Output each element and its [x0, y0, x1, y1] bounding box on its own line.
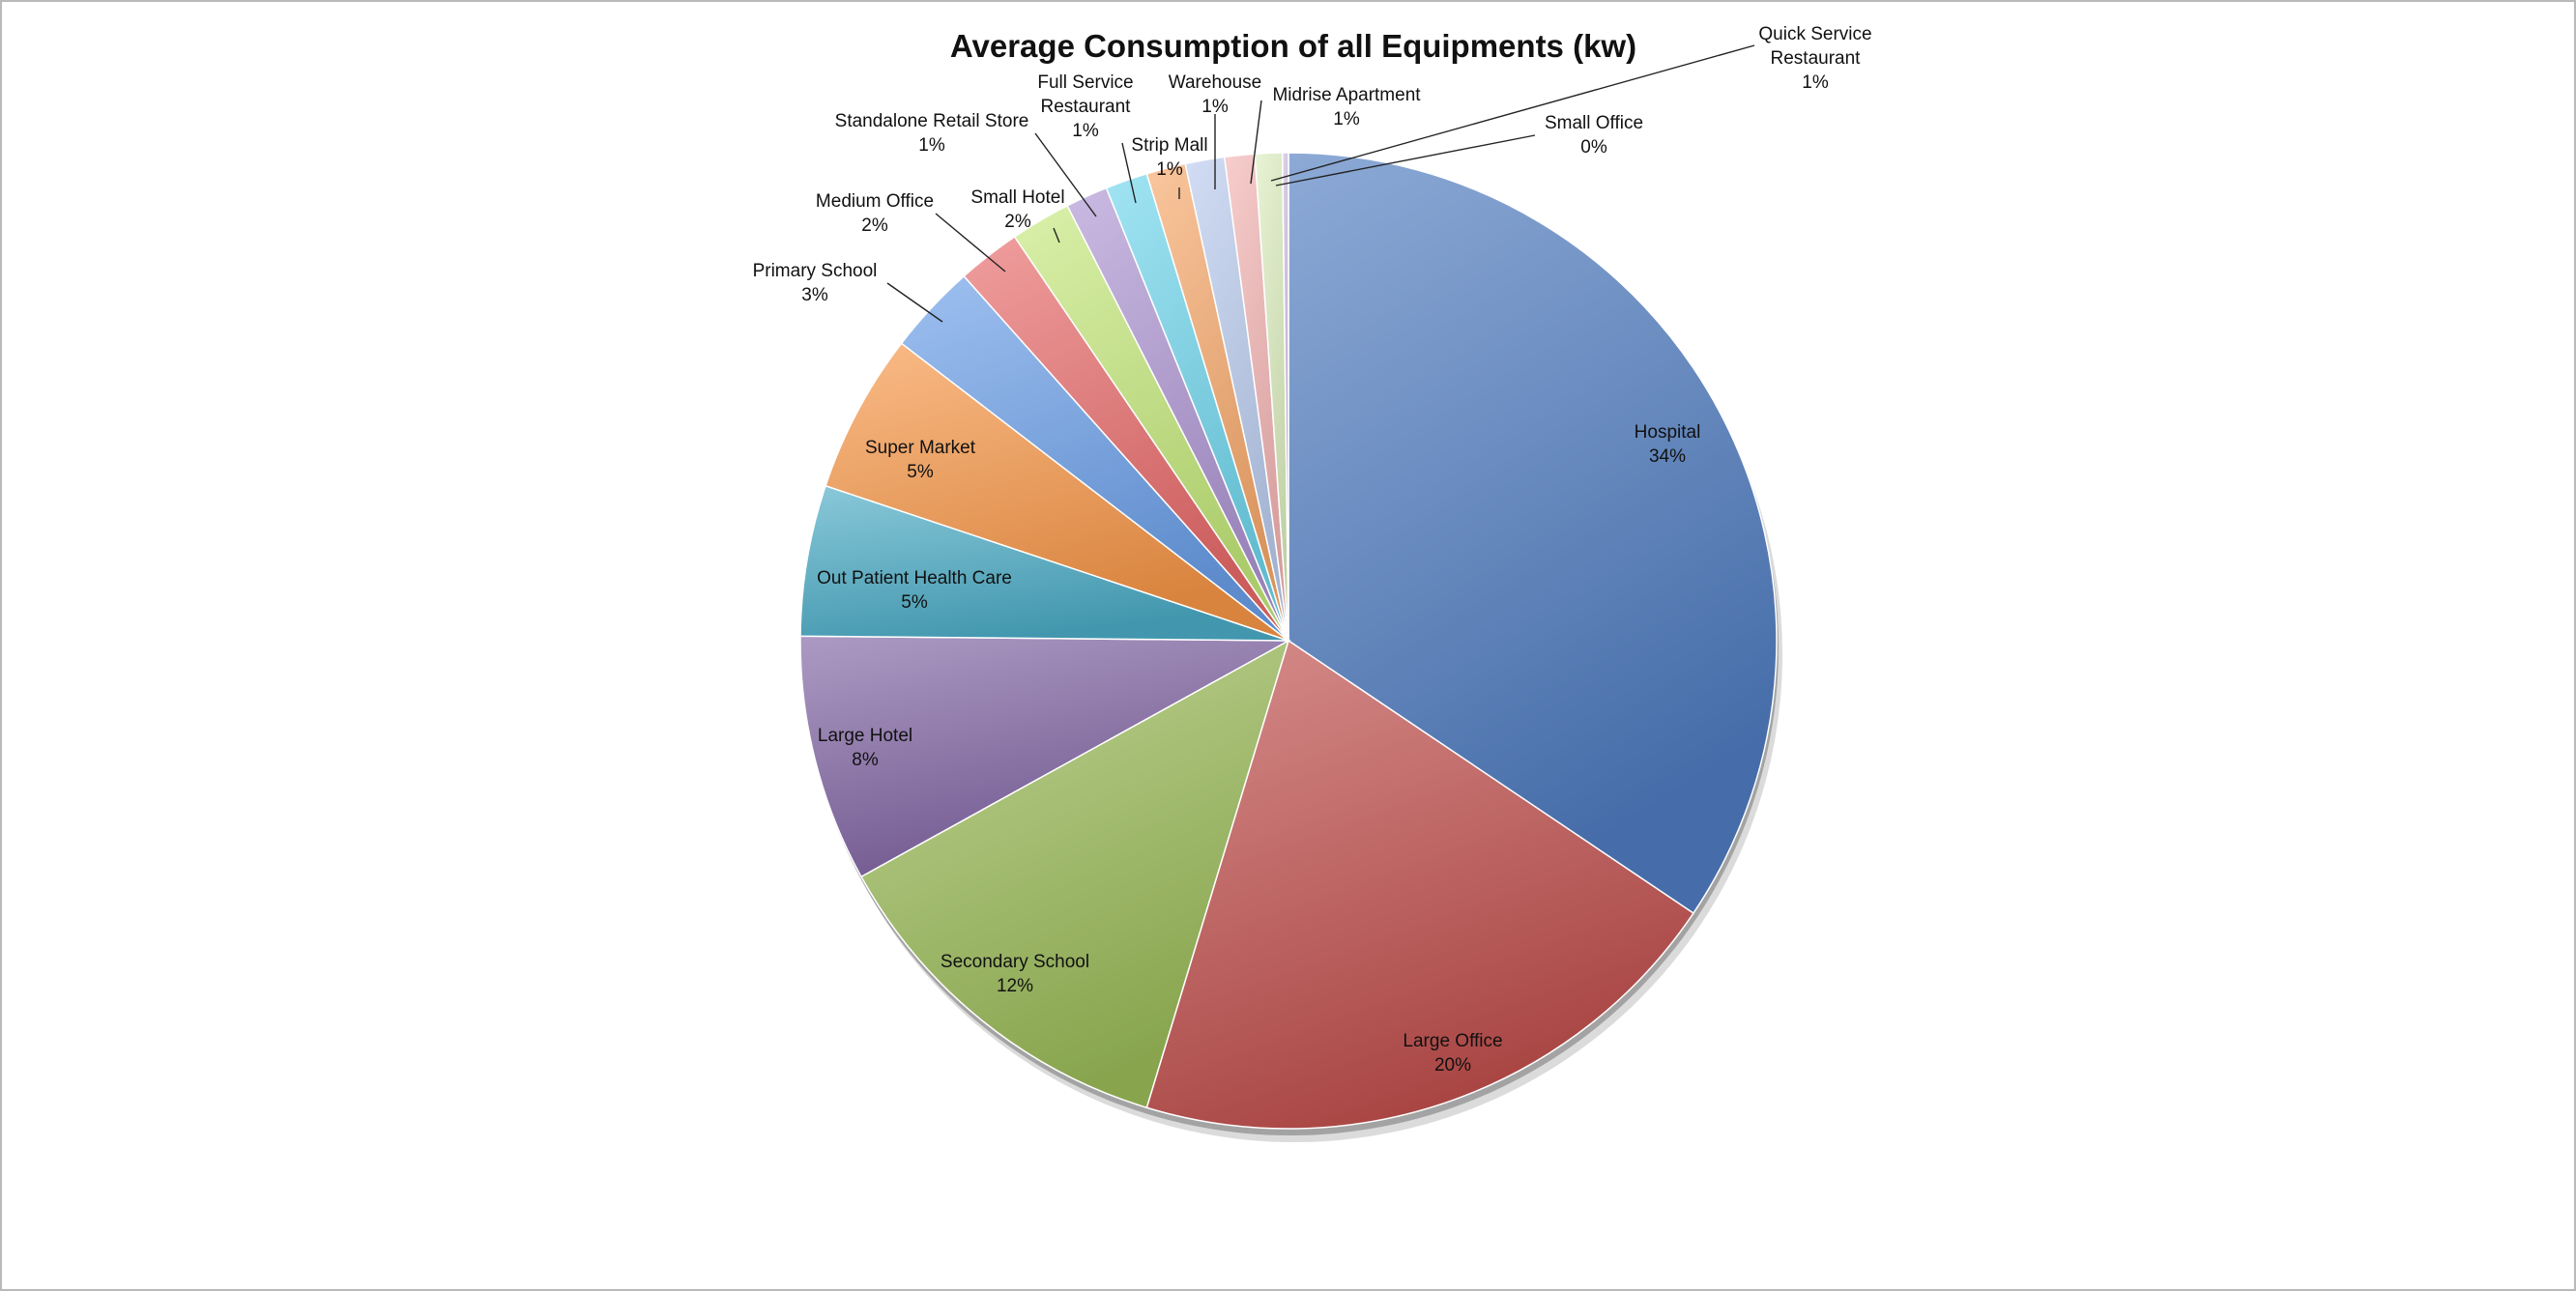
slice-large-hotel	[799, 635, 1291, 878]
slice-label-percent: 34%	[1649, 446, 1686, 467]
slice-secondary-school	[859, 639, 1290, 1109]
slice-label-percent: 8%	[852, 750, 879, 770]
chart-title: Average Consumption of all Equipments (k…	[950, 28, 1636, 64]
slice-label-percent: 1%	[1156, 159, 1183, 180]
slice-label-secondary-school: Secondary School 12%	[941, 952, 1089, 996]
slice-large-office	[1145, 639, 1694, 1130]
slice-label-large-office: Large Office 20%	[1403, 1031, 1502, 1076]
slice-label-percent: 1%	[918, 135, 945, 156]
leader-line-medium-office	[935, 213, 1006, 273]
slice-label-percent: 3%	[801, 285, 828, 305]
slice-label-name: Out Patient Health Care	[817, 568, 1012, 588]
leader-line-small-hotel	[1053, 227, 1060, 244]
slice-label-percent: 2%	[1004, 212, 1031, 232]
leader-line-full-service-restaurant	[1121, 142, 1137, 204]
slice-small-office	[1281, 152, 1289, 642]
slice-label-percent: 0%	[1580, 137, 1607, 158]
slice-label-name: Small Hotel	[970, 187, 1064, 208]
slice-label-name: Primary School	[753, 261, 878, 281]
leader-line-quick-service-restaurant	[1270, 44, 1755, 182]
slice-label-name: Small Office	[1545, 113, 1643, 133]
slice-label-midrise-apartment: Midrise Apartment 1%	[1272, 85, 1421, 129]
slice-label-name: Warehouse	[1169, 72, 1261, 93]
slice-label-name: Midrise Apartment	[1272, 85, 1421, 105]
pie-slices	[799, 152, 1778, 1130]
slice-label-large-hotel: Large Hotel 8%	[818, 726, 912, 770]
slice-label-strip-mall: Strip Mall 1%	[1131, 135, 1207, 180]
slice-label-name: Quick Service	[1758, 24, 1871, 44]
slice-label-name: Restaurant	[1041, 97, 1132, 117]
slice-label-name: Super Market	[865, 438, 976, 458]
slice-labels: Hospital 34% Large Office 20% Secondary Scho…	[753, 24, 1872, 1076]
slice-label-percent: 5%	[907, 462, 934, 482]
slice-label-hospital: Hospital 34%	[1635, 422, 1701, 467]
slice-label-small-office: Small Office 0%	[1545, 113, 1643, 158]
slice-label-percent: 5%	[901, 592, 928, 613]
slice-label-percent: 20%	[1434, 1055, 1471, 1076]
slice-label-medium-office: Medium Office 2%	[816, 191, 934, 236]
slice-label-percent: 12%	[997, 976, 1033, 996]
slice-label-percent: 1%	[1072, 121, 1099, 141]
slice-label-percent: 2%	[861, 215, 888, 236]
slice-label-percent: 1%	[1802, 72, 1829, 93]
leader-line-standalone-retail-store	[1034, 132, 1097, 217]
slice-label-super-market: Super Market 5%	[865, 438, 976, 482]
leader-lines	[886, 44, 1755, 323]
slice-label-name: Standalone Retail Store	[835, 111, 1029, 131]
slice-label-name: Hospital	[1635, 422, 1701, 443]
slice-label-full-service-restaurant: Full Service Restaurant 1%	[1037, 72, 1133, 141]
slice-super-market	[825, 342, 1289, 642]
slice-label-name: Secondary School	[941, 952, 1089, 972]
leader-line-primary-school	[886, 282, 943, 323]
slice-label-standalone-retail-store: Standalone Retail Store 1%	[835, 111, 1029, 156]
slice-label-name: Large Office	[1403, 1031, 1502, 1051]
slice-label-name: Medium Office	[816, 191, 934, 212]
slice-hospital	[1288, 152, 1778, 915]
slice-label-primary-school: Primary School 3%	[753, 261, 878, 305]
leader-line-small-office	[1275, 134, 1536, 186]
slice-label-warehouse: Warehouse 1%	[1169, 72, 1261, 117]
slice-label-out-patient-health-care: Out Patient Health Care 5%	[817, 568, 1012, 613]
slice-label-name: Large Hotel	[818, 726, 912, 746]
slice-label-percent: 1%	[1333, 109, 1360, 129]
slice-label-small-hotel: Small Hotel 2%	[970, 187, 1064, 232]
leader-line-midrise-apartment	[1250, 100, 1262, 185]
slice-label-name: Strip Mall	[1131, 135, 1207, 156]
slice-label-name: Restaurant	[1771, 48, 1862, 69]
slice-label-percent: 1%	[1201, 97, 1229, 117]
slice-label-name: Full Service	[1037, 72, 1133, 93]
slice-out-patient-health-care	[799, 484, 1289, 642]
slice-label-quick-service-restaurant: Quick Service Restaurant 1%	[1758, 24, 1871, 93]
